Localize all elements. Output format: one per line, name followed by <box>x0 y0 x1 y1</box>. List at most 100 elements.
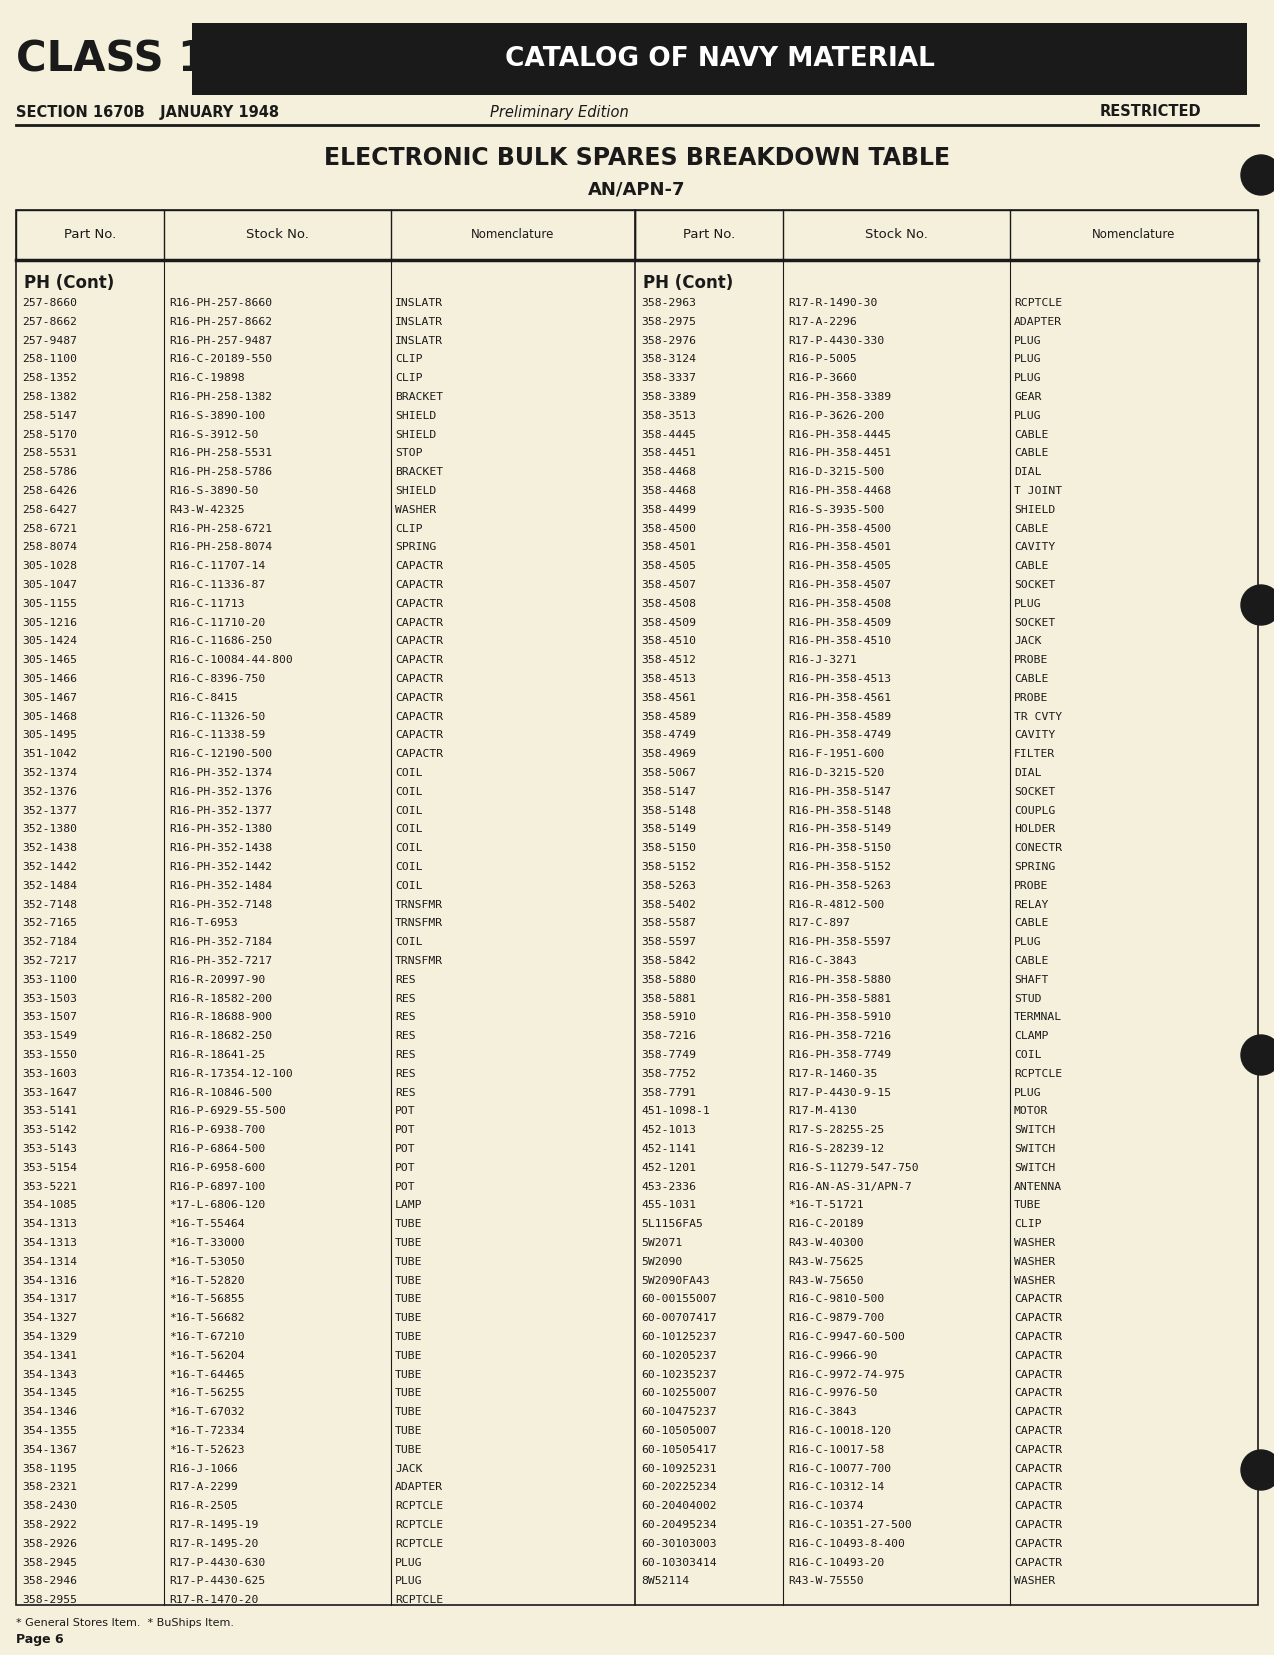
Text: *16-T-56855: *16-T-56855 <box>169 1294 245 1304</box>
Text: CAPACTR: CAPACTR <box>395 693 443 703</box>
Text: R16-R-10846-500: R16-R-10846-500 <box>169 1087 273 1097</box>
Text: TUBE: TUBE <box>395 1389 423 1398</box>
Text: RELAY: RELAY <box>1014 900 1049 910</box>
Text: 358-5150: 358-5150 <box>641 842 696 854</box>
Text: R16-PH-352-7184: R16-PH-352-7184 <box>169 937 273 947</box>
Text: 358-4589: 358-4589 <box>641 712 696 722</box>
Text: 258-8074: 258-8074 <box>22 543 76 553</box>
Text: R16-R-17354-12-100: R16-R-17354-12-100 <box>169 1069 293 1079</box>
Text: R16-J-3271: R16-J-3271 <box>789 655 856 665</box>
Text: CAPACTR: CAPACTR <box>395 637 443 647</box>
Text: 358-4509: 358-4509 <box>641 617 696 627</box>
Text: 358-3389: 358-3389 <box>641 392 696 402</box>
Text: CAPACTR: CAPACTR <box>1014 1407 1063 1417</box>
Text: *16-T-72334: *16-T-72334 <box>169 1427 245 1437</box>
Text: PH (Cont): PH (Cont) <box>643 275 734 291</box>
Text: RES: RES <box>395 975 415 985</box>
Text: R16-C-11326-50: R16-C-11326-50 <box>169 712 265 722</box>
Text: 358-2321: 358-2321 <box>22 1483 76 1493</box>
Text: R16-C-9879-700: R16-C-9879-700 <box>789 1312 884 1324</box>
Text: R16-PH-358-5881: R16-PH-358-5881 <box>789 993 891 1003</box>
Text: CAPACTR: CAPACTR <box>1014 1350 1063 1360</box>
Text: PROBE: PROBE <box>1014 655 1049 665</box>
Text: 358-5148: 358-5148 <box>641 806 696 816</box>
Text: 354-1313: 354-1313 <box>22 1220 76 1230</box>
Text: 354-1341: 354-1341 <box>22 1350 76 1360</box>
Text: R17-P-4430-625: R17-P-4430-625 <box>169 1577 265 1587</box>
Text: R16-J-1066: R16-J-1066 <box>169 1463 238 1473</box>
Text: 353-5141: 353-5141 <box>22 1107 76 1117</box>
Text: 352-1484: 352-1484 <box>22 880 76 890</box>
Text: 60-20225234: 60-20225234 <box>641 1483 716 1493</box>
Text: CAPACTR: CAPACTR <box>1014 1332 1063 1342</box>
Text: 354-1085: 354-1085 <box>22 1200 76 1210</box>
Text: 257-8662: 257-8662 <box>22 316 76 326</box>
Text: 60-10505007: 60-10505007 <box>641 1427 716 1437</box>
Text: 358-7791: 358-7791 <box>641 1087 696 1097</box>
Text: WASHER: WASHER <box>1014 1577 1055 1587</box>
Text: 257-8660: 257-8660 <box>22 298 76 308</box>
Text: 351-1042: 351-1042 <box>22 750 76 760</box>
Text: 358-7216: 358-7216 <box>641 1031 696 1041</box>
Text: R16-PH-358-4445: R16-PH-358-4445 <box>789 430 891 440</box>
Text: RES: RES <box>395 1049 415 1059</box>
Text: 358-2955: 358-2955 <box>22 1595 76 1605</box>
Text: 60-10505417: 60-10505417 <box>641 1445 716 1455</box>
Text: CAPACTR: CAPACTR <box>1014 1557 1063 1567</box>
Text: R16-PH-352-1376: R16-PH-352-1376 <box>169 786 273 796</box>
Text: R17-R-1490-30: R17-R-1490-30 <box>789 298 878 308</box>
Text: TRNSFMR: TRNSFMR <box>395 900 443 910</box>
Text: 258-5531: 258-5531 <box>22 449 76 458</box>
Text: R16-C-9810-500: R16-C-9810-500 <box>789 1294 884 1304</box>
Text: SOCKET: SOCKET <box>1014 579 1055 589</box>
Text: BRACKET: BRACKET <box>395 392 443 402</box>
Text: *16-T-55464: *16-T-55464 <box>169 1220 245 1230</box>
Text: MOTOR: MOTOR <box>1014 1107 1049 1117</box>
Text: R16-S-3912-50: R16-S-3912-50 <box>169 430 259 440</box>
Text: STOP: STOP <box>395 449 423 458</box>
Text: R16-PH-358-5150: R16-PH-358-5150 <box>789 842 891 854</box>
Text: 258-6426: 258-6426 <box>22 487 76 496</box>
Text: R16-C-10493-20: R16-C-10493-20 <box>789 1557 884 1567</box>
Text: 353-1603: 353-1603 <box>22 1069 76 1079</box>
Text: SOCKET: SOCKET <box>1014 786 1055 796</box>
Bar <box>192 23 1247 94</box>
Text: R16-PH-358-4510: R16-PH-358-4510 <box>789 637 891 647</box>
Text: 358-4468: 358-4468 <box>641 467 696 477</box>
Text: CAPACTR: CAPACTR <box>1014 1463 1063 1473</box>
Text: 352-7148: 352-7148 <box>22 900 76 910</box>
Text: CAPACTR: CAPACTR <box>1014 1483 1063 1493</box>
Text: 353-1549: 353-1549 <box>22 1031 76 1041</box>
Text: R16-T-6953: R16-T-6953 <box>169 919 238 928</box>
Text: 354-1367: 354-1367 <box>22 1445 76 1455</box>
Text: R16-R-18688-900: R16-R-18688-900 <box>169 1013 273 1023</box>
Text: R43-W-42325: R43-W-42325 <box>169 505 245 515</box>
Text: R17-R-1495-19: R17-R-1495-19 <box>169 1519 259 1529</box>
Text: 354-1343: 354-1343 <box>22 1370 76 1380</box>
Text: JACK: JACK <box>1014 637 1042 647</box>
Text: 358-3337: 358-3337 <box>641 372 696 384</box>
Text: RCPTCLE: RCPTCLE <box>395 1595 443 1605</box>
Text: 358-2926: 358-2926 <box>22 1539 76 1549</box>
Text: 258-1352: 258-1352 <box>22 372 76 384</box>
Text: R16-PH-352-1484: R16-PH-352-1484 <box>169 880 273 890</box>
Text: COIL: COIL <box>395 880 423 890</box>
Text: RES: RES <box>395 993 415 1003</box>
Text: 5L1156FA5: 5L1156FA5 <box>641 1220 703 1230</box>
Text: R16-C-10018-120: R16-C-10018-120 <box>789 1427 891 1437</box>
Text: 353-1550: 353-1550 <box>22 1049 76 1059</box>
Text: R16-PH-358-5263: R16-PH-358-5263 <box>789 880 891 890</box>
Text: R16-PH-358-5152: R16-PH-358-5152 <box>789 862 891 872</box>
Text: CAPACTR: CAPACTR <box>1014 1427 1063 1437</box>
Text: 358-4561: 358-4561 <box>641 693 696 703</box>
Text: R16-C-10493-8-400: R16-C-10493-8-400 <box>789 1539 905 1549</box>
Text: CLAMP: CLAMP <box>1014 1031 1049 1041</box>
Text: CAPACTR: CAPACTR <box>395 617 443 627</box>
Text: RES: RES <box>395 1031 415 1041</box>
Text: T JOINT: T JOINT <box>1014 487 1063 496</box>
Text: 452-1201: 452-1201 <box>641 1163 696 1173</box>
Text: *16-T-56255: *16-T-56255 <box>169 1389 245 1398</box>
Text: 354-1316: 354-1316 <box>22 1276 76 1286</box>
Text: Stock No.: Stock No. <box>865 228 927 242</box>
Text: 353-5142: 353-5142 <box>22 1125 76 1135</box>
